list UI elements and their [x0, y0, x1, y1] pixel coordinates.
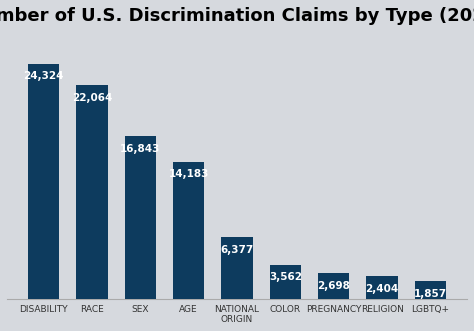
Text: 14,183: 14,183 — [168, 169, 209, 179]
Bar — [270, 264, 301, 299]
Bar — [76, 85, 108, 299]
Text: 2,698: 2,698 — [317, 281, 350, 291]
Bar — [221, 237, 253, 299]
Text: 3,562: 3,562 — [269, 272, 302, 282]
Title: Number of U.S. Discrimination Claims by Type (2020): Number of U.S. Discrimination Claims by … — [0, 7, 474, 25]
Bar — [318, 273, 349, 299]
Text: 2,404: 2,404 — [365, 284, 399, 294]
Bar — [366, 276, 398, 299]
Text: 16,843: 16,843 — [120, 144, 161, 154]
Text: 24,324: 24,324 — [23, 71, 64, 81]
Bar — [125, 136, 156, 299]
Bar — [173, 162, 204, 299]
Text: 22,064: 22,064 — [72, 93, 112, 103]
Bar — [415, 281, 446, 299]
Text: 6,377: 6,377 — [220, 245, 254, 255]
Text: 1,857: 1,857 — [414, 289, 447, 299]
Bar — [28, 64, 59, 299]
